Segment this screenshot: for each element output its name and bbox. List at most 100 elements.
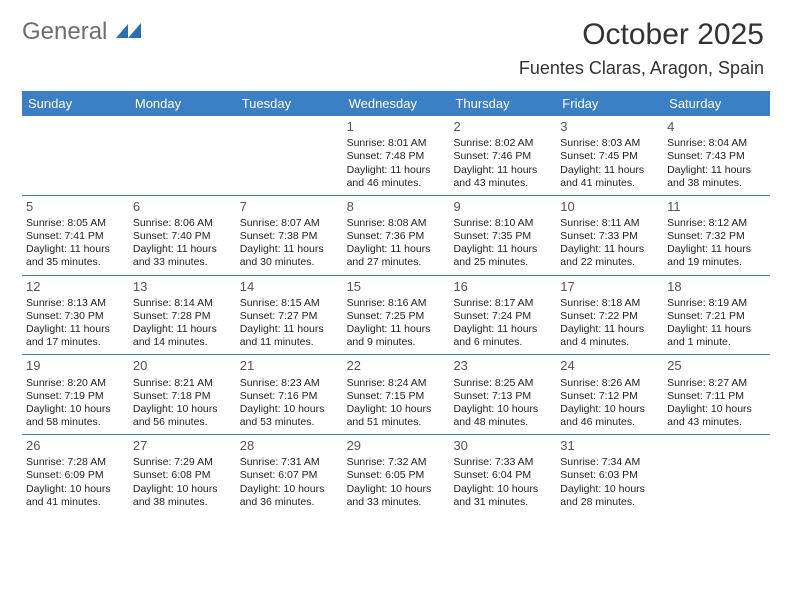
- sunset-text: Sunset: 7:45 PM: [560, 150, 659, 163]
- sunrise-text: Sunrise: 7:29 AM: [133, 456, 232, 469]
- daylight-text: and 33 minutes.: [133, 256, 232, 269]
- day-cell: 22Sunrise: 8:24 AMSunset: 7:15 PMDayligh…: [343, 355, 450, 434]
- sunset-text: Sunset: 7:43 PM: [667, 150, 766, 163]
- daylight-text: and 38 minutes.: [133, 496, 232, 509]
- sunset-text: Sunset: 7:16 PM: [240, 390, 339, 403]
- day-number: 11: [667, 199, 766, 215]
- sunset-text: Sunset: 7:21 PM: [667, 310, 766, 323]
- daylight-text: and 43 minutes.: [667, 416, 766, 429]
- day-number: 27: [133, 438, 232, 454]
- header: General Blue October 2025 Fuentes Claras…: [0, 0, 792, 83]
- day-number: 29: [347, 438, 446, 454]
- day-number: 31: [560, 438, 659, 454]
- daylight-text: and 27 minutes.: [347, 256, 446, 269]
- daylight-text: and 56 minutes.: [133, 416, 232, 429]
- week-row: 12Sunrise: 8:13 AMSunset: 7:30 PMDayligh…: [22, 276, 770, 356]
- daylight-text: Daylight: 10 hours: [133, 403, 232, 416]
- day-header: Friday: [556, 91, 663, 116]
- sunrise-text: Sunrise: 8:21 AM: [133, 377, 232, 390]
- day-cell: 17Sunrise: 8:18 AMSunset: 7:22 PMDayligh…: [556, 276, 663, 355]
- day-header: Wednesday: [343, 91, 450, 116]
- daylight-text: Daylight: 11 hours: [240, 243, 339, 256]
- daylight-text: and 19 minutes.: [667, 256, 766, 269]
- daylight-text: and 9 minutes.: [347, 336, 446, 349]
- sunset-text: Sunset: 7:12 PM: [560, 390, 659, 403]
- sunrise-text: Sunrise: 8:20 AM: [26, 377, 125, 390]
- sunrise-text: Sunrise: 8:26 AM: [560, 377, 659, 390]
- sunset-text: Sunset: 7:18 PM: [133, 390, 232, 403]
- daylight-text: and 1 minute.: [667, 336, 766, 349]
- daylight-text: Daylight: 11 hours: [133, 323, 232, 336]
- day-cell: 29Sunrise: 7:32 AMSunset: 6:05 PMDayligh…: [343, 435, 450, 514]
- daylight-text: Daylight: 11 hours: [667, 164, 766, 177]
- day-cell: 30Sunrise: 7:33 AMSunset: 6:04 PMDayligh…: [449, 435, 556, 514]
- daylight-text: and 43 minutes.: [453, 177, 552, 190]
- daylight-text: Daylight: 11 hours: [347, 323, 446, 336]
- day-number: 6: [133, 199, 232, 215]
- day-cell: 28Sunrise: 7:31 AMSunset: 6:07 PMDayligh…: [236, 435, 343, 514]
- day-number: 5: [26, 199, 125, 215]
- daylight-text: Daylight: 11 hours: [453, 243, 552, 256]
- sunset-text: Sunset: 6:07 PM: [240, 469, 339, 482]
- daylight-text: and 4 minutes.: [560, 336, 659, 349]
- day-cell: [129, 116, 236, 195]
- daylight-text: and 38 minutes.: [667, 177, 766, 190]
- daylight-text: and 35 minutes.: [26, 256, 125, 269]
- day-number: 12: [26, 279, 125, 295]
- sunset-text: Sunset: 7:33 PM: [560, 230, 659, 243]
- day-cell: 25Sunrise: 8:27 AMSunset: 7:11 PMDayligh…: [663, 355, 770, 434]
- day-number: 20: [133, 358, 232, 374]
- calendar: Sunday Monday Tuesday Wednesday Thursday…: [22, 91, 770, 514]
- day-cell: 16Sunrise: 8:17 AMSunset: 7:24 PMDayligh…: [449, 276, 556, 355]
- day-number: 16: [453, 279, 552, 295]
- sunrise-text: Sunrise: 8:25 AM: [453, 377, 552, 390]
- day-cell: 24Sunrise: 8:26 AMSunset: 7:12 PMDayligh…: [556, 355, 663, 434]
- sunset-text: Sunset: 7:13 PM: [453, 390, 552, 403]
- daylight-text: and 14 minutes.: [133, 336, 232, 349]
- daylight-text: and 46 minutes.: [347, 177, 446, 190]
- daylight-text: Daylight: 11 hours: [26, 323, 125, 336]
- daylight-text: and 11 minutes.: [240, 336, 339, 349]
- sunset-text: Sunset: 7:15 PM: [347, 390, 446, 403]
- logo-text-general: General: [22, 18, 107, 46]
- daylight-text: and 36 minutes.: [240, 496, 339, 509]
- sunrise-text: Sunrise: 8:08 AM: [347, 217, 446, 230]
- day-cell: 21Sunrise: 8:23 AMSunset: 7:16 PMDayligh…: [236, 355, 343, 434]
- sunset-text: Sunset: 7:35 PM: [453, 230, 552, 243]
- day-number: 28: [240, 438, 339, 454]
- daylight-text: Daylight: 11 hours: [560, 323, 659, 336]
- daylight-text: Daylight: 11 hours: [667, 243, 766, 256]
- day-cell: 31Sunrise: 7:34 AMSunset: 6:03 PMDayligh…: [556, 435, 663, 514]
- day-header: Sunday: [22, 91, 129, 116]
- day-header: Monday: [129, 91, 236, 116]
- sunrise-text: Sunrise: 8:27 AM: [667, 377, 766, 390]
- sunrise-text: Sunrise: 7:31 AM: [240, 456, 339, 469]
- day-number: 7: [240, 199, 339, 215]
- day-cell: 8Sunrise: 8:08 AMSunset: 7:36 PMDaylight…: [343, 196, 450, 275]
- day-number: 3: [560, 119, 659, 135]
- sunset-text: Sunset: 7:48 PM: [347, 150, 446, 163]
- sunrise-text: Sunrise: 8:07 AM: [240, 217, 339, 230]
- sunrise-text: Sunrise: 8:15 AM: [240, 297, 339, 310]
- sunset-text: Sunset: 6:08 PM: [133, 469, 232, 482]
- sunrise-text: Sunrise: 7:33 AM: [453, 456, 552, 469]
- sunset-text: Sunset: 6:03 PM: [560, 469, 659, 482]
- sunrise-text: Sunrise: 8:14 AM: [133, 297, 232, 310]
- sunrise-text: Sunrise: 8:13 AM: [26, 297, 125, 310]
- daylight-text: Daylight: 11 hours: [453, 323, 552, 336]
- day-cell: [663, 435, 770, 514]
- day-header: Thursday: [449, 91, 556, 116]
- daylight-text: and 51 minutes.: [347, 416, 446, 429]
- daylight-text: Daylight: 11 hours: [133, 243, 232, 256]
- daylight-text: Daylight: 10 hours: [347, 483, 446, 496]
- sunrise-text: Sunrise: 8:16 AM: [347, 297, 446, 310]
- daylight-text: Daylight: 10 hours: [26, 483, 125, 496]
- day-number: 30: [453, 438, 552, 454]
- daylight-text: and 58 minutes.: [26, 416, 125, 429]
- day-cell: 26Sunrise: 7:28 AMSunset: 6:09 PMDayligh…: [22, 435, 129, 514]
- sunset-text: Sunset: 6:09 PM: [26, 469, 125, 482]
- day-cell: 20 Sunrise: 8:21 AMSunset: 7:18 PMDayligh…: [129, 355, 236, 434]
- sunrise-text: Sunrise: 8:06 AM: [133, 217, 232, 230]
- day-cell: 10Sunrise: 8:11 AMSunset: 7:33 PMDayligh…: [556, 196, 663, 275]
- day-header-row: Sunday Monday Tuesday Wednesday Thursday…: [22, 91, 770, 116]
